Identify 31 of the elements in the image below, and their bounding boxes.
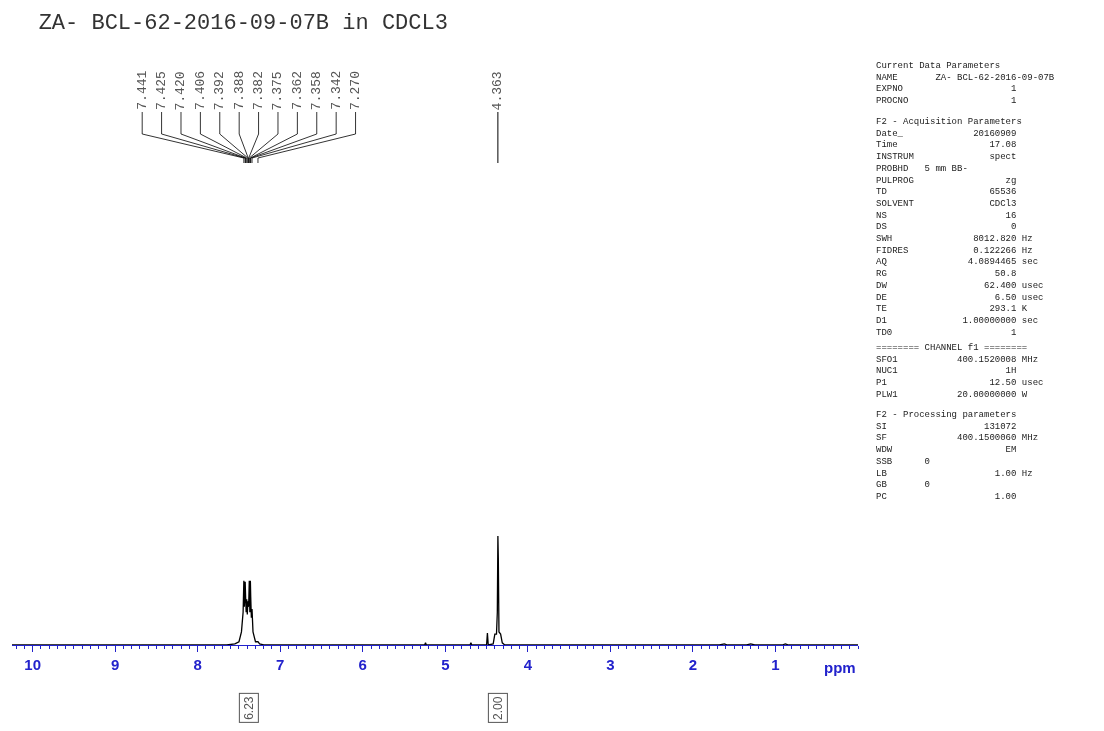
annotation: 7.270 [348,71,364,111]
x-tick-label: 9 [111,656,120,673]
x-tick-label: 3 [606,656,615,673]
x-tick-label: 1 [771,656,780,673]
annotation: 7.425 [154,71,170,111]
x-tick-label: 7 [276,656,285,673]
x-axis-title: ppm [824,659,856,676]
annotation: 7.358 [309,71,325,111]
annotation: 7.342 [328,70,344,110]
annotation: 7.441 [134,70,150,110]
text: ======== CHANNEL f1 ======== SFO1 400.1520008 MHz NUC1 1H P1 12.50 usec PLW1 20.00000000 W [876,343,1044,400]
x-tick-label: 4 [523,656,533,673]
text: 2.00 [490,696,505,720]
text: Current Data Parameters NAME ZA- BCL-62-2016-09-07B EXPNO 1 PROCNO 1 [876,61,1055,107]
annotation: 7.392 [212,71,228,111]
chart-title: ZA- BCL-62-2016-09-07B in CDCL3 [38,11,448,37]
text: F2 - Acquisition Parameters Date_ 20160909 Time 17.08 INSTRUM spect PROBHD 5 mm BB- PULPROG zg TD 65536 SOLVENT CDCl3 NS 16 DS 0 SWH 8012.820 Hz FIDRES 0.122266 Hz AQ 4.0894465 sec RG 50.8 DW 62.400 usec DE 6.50 usec TE 293.1 K D1 1.00000000 sec TD0 1 [876,117,1044,338]
annotation: 7.362 [289,70,305,110]
x-tick-label: 2 [688,656,698,673]
annotation: 4.363 [490,71,506,111]
annotation: 7.382 [251,71,267,111]
x-tick-label: 5 [441,656,450,673]
text: F2 - Processing parameters SI 131072 SF 400.1500060 MHz WDW EM SSB 0 LB 1.00 Hz GB 0 PC 1.00 [876,410,1039,502]
x-tick-label: 10 [24,656,41,673]
text: 6.23 [241,696,256,720]
annotation: 7.375 [270,71,286,111]
annotation: 7.388 [231,70,247,110]
x-tick-label: 6 [358,656,367,673]
x-tick-label: 8 [193,656,202,673]
annotation: 7.406 [192,70,208,110]
annotation: 7.420 [173,71,189,111]
